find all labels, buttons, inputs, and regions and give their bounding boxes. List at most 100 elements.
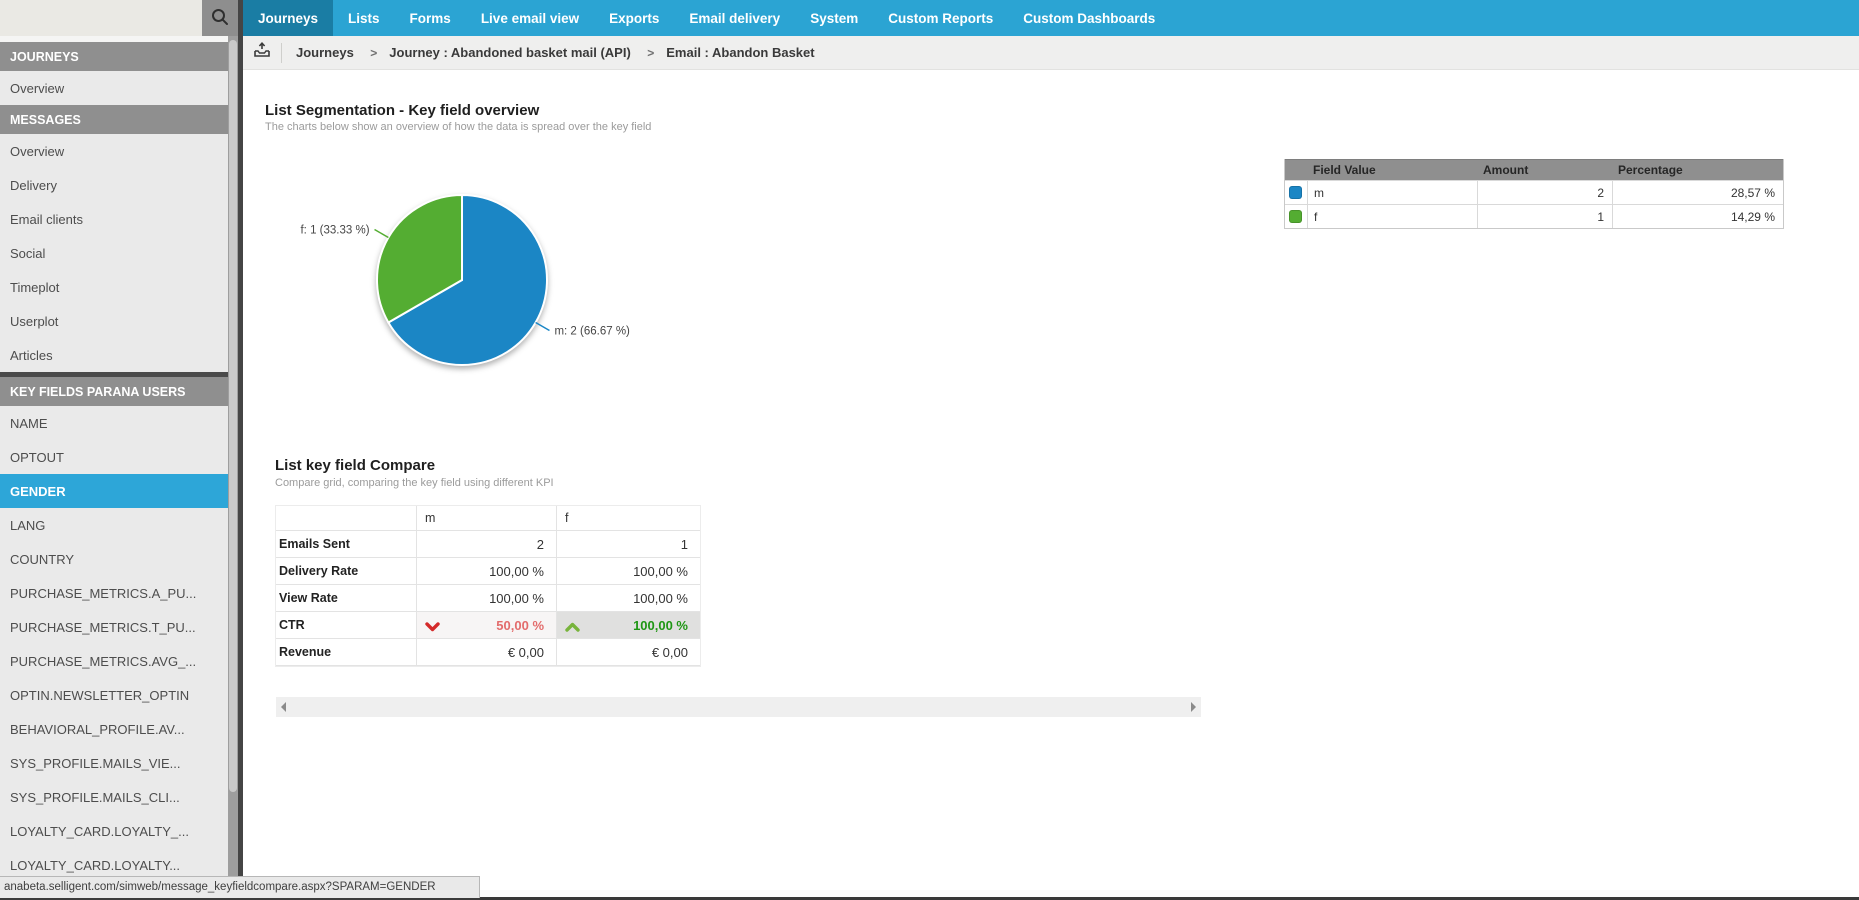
scroll-left-arrow-icon[interactable] — [281, 702, 286, 712]
breadcrumb-item[interactable]: Journey : Abandoned basket mail (API) — [389, 44, 631, 60]
sidebar-item[interactable]: LANG — [10, 517, 46, 533]
compare-table-row: View Rate 100,00 % — [276, 585, 700, 612]
kpi-value-m: 50,00 % — [416, 612, 556, 638]
nav-item[interactable]: Exports — [609, 10, 660, 26]
trend-up-icon — [565, 620, 580, 632]
field-table-header-field: Field Value — [1313, 163, 1376, 177]
breadcrumb-separator: > — [647, 45, 655, 60]
sidebar-item[interactable]: LOYALTY_CARD.LOYALTY... — [10, 857, 181, 873]
search-icon — [210, 7, 230, 30]
sidebar-top-strip — [0, 36, 228, 42]
breadcrumb-item[interactable]: Email : Abandon Basket — [666, 44, 815, 60]
kpi-value-f: 100,00 % — [556, 558, 700, 584]
sidebar-item[interactable]: MESSAGES — [0, 105, 228, 134]
sidebar-item[interactable]: SYS_PROFILE.MAILS_CLI... — [10, 789, 180, 805]
home-button[interactable] — [243, 36, 281, 70]
sidebar-item[interactable]: LOYALTY_CARD.LOYALTY_... — [10, 823, 189, 839]
kpi-value-m: 2 — [416, 531, 556, 557]
breadcrumb-separator: > — [370, 45, 378, 60]
main-content: Journeys > Journey : Abandoned basket ma… — [243, 36, 1859, 897]
nav-item[interactable]: Forms — [409, 10, 451, 26]
sidebar-item[interactable]: Email clients — [10, 211, 83, 227]
segmentation-title: List Segmentation - Key field overview — [265, 102, 540, 119]
pie-slice-m[interactable] — [387, 193, 548, 366]
compare-col-m: m — [416, 506, 556, 530]
percentage-cell: 14,29 % — [1612, 205, 1783, 228]
sidebar-item[interactable]: OPTIN.NEWSLETTER_OPTIN — [10, 687, 190, 703]
sidebar-content-divider — [238, 0, 243, 897]
sidebar-scrollbar-thumb[interactable] — [229, 40, 237, 792]
field-table-header-amount: Amount — [1483, 163, 1529, 177]
sidebar-item[interactable]: PURCHASE_METRICS.AVG_... — [10, 653, 197, 669]
kpi-value-f: 1 — [556, 531, 700, 557]
main-nav: Journeys Lists Forms Live email view Exp… — [243, 0, 1859, 36]
kpi-value-f: 100,00 % — [556, 612, 700, 638]
pie-slice-label: f: 1 (33.33 %) — [300, 225, 369, 237]
sidebar-item[interactable]: PURCHASE_METRICS.A_PU... — [10, 585, 197, 601]
home-tray-icon — [253, 42, 271, 63]
kpi-value-m: € 0,00 — [416, 639, 556, 665]
percentage-cell: 28,57 % — [1612, 181, 1783, 204]
kpi-label: Delivery Rate — [279, 564, 359, 578]
sidebar-scrollbar[interactable] — [228, 36, 238, 876]
field-table-header-percentage: Percentage — [1618, 163, 1683, 177]
nav-item[interactable]: System — [810, 10, 859, 26]
kpi-value-m: 100,00 % — [416, 558, 556, 584]
pie-label-connector — [535, 321, 550, 332]
compare-col-f: f — [556, 506, 700, 530]
sidebar-item[interactable]: PURCHASE_METRICS.T_PU... — [10, 619, 196, 635]
breadcrumb-divider — [281, 42, 282, 63]
sidebar-item[interactable]: Articles — [10, 347, 53, 363]
nav-item[interactable]: Email delivery — [689, 10, 781, 26]
legend-swatch — [1289, 186, 1302, 199]
amount-cell: 2 — [1477, 181, 1612, 204]
pie-slice-f[interactable] — [376, 193, 463, 324]
kpi-label: Revenue — [279, 645, 332, 659]
sidebar-item[interactable]: OPTOUT — [10, 449, 64, 465]
field-value-table: Field Value Amount Percentage m 2 28,57 … — [1284, 159, 1784, 229]
scroll-right-arrow-icon[interactable] — [1191, 702, 1196, 712]
kpi-value-f: € 0,00 — [556, 639, 700, 665]
compare-table-row: Delivery Rate 100,00 % — [276, 558, 700, 585]
nav-item[interactable]: Custom Dashboards — [1023, 10, 1156, 26]
kpi-value-m: 100,00 % — [416, 585, 556, 611]
status-url-tooltip: anabeta.selligent.com/simweb/message_key… — [0, 876, 480, 898]
field-value-cell: f — [1307, 205, 1477, 228]
segmentation-subtitle: The charts below show an overview of how… — [265, 121, 652, 133]
compare-table-row: Revenue € 0,00 — [276, 639, 700, 666]
kpi-label: Emails Sent — [279, 537, 350, 551]
sidebar-item[interactable]: GENDER — [0, 474, 228, 508]
breadcrumb-item[interactable]: Journeys — [296, 44, 354, 60]
nav-item[interactable]: Custom Reports — [888, 10, 994, 26]
kpi-value-f: 100,00 % — [556, 585, 700, 611]
pie-chart[interactable]: m: 2 (66.67 %) f: 1 (33.33 %) — [243, 146, 943, 406]
nav-item[interactable]: Live email view — [480, 10, 580, 26]
amount-cell: 1 — [1477, 205, 1612, 228]
sidebar-item[interactable]: Overview — [10, 143, 65, 159]
legend-swatch — [1289, 210, 1302, 223]
sidebar-item[interactable]: COUNTRY — [10, 551, 75, 567]
compare-table-header: m f — [276, 506, 700, 531]
sidebar-item[interactable]: Timeplot — [10, 279, 60, 295]
sidebar-item[interactable]: Social — [10, 245, 46, 261]
breadcrumb: Journeys > Journey : Abandoned basket ma… — [243, 36, 1859, 70]
kpi-label: View Rate — [279, 591, 338, 605]
search-input[interactable] — [0, 0, 202, 36]
compare-subtitle: Compare grid, comparing the key field us… — [275, 477, 554, 489]
kpi-label: CTR — [279, 618, 305, 632]
horizontal-scrollbar[interactable] — [276, 697, 1201, 717]
sidebar-item[interactable]: Delivery — [10, 177, 57, 193]
sidebar-item[interactable]: Userplot — [10, 313, 59, 329]
sidebar-item[interactable]: NAME — [10, 415, 48, 431]
sidebar-item[interactable]: BEHAVIORAL_PROFILE.AV... — [10, 721, 185, 737]
sidebar-item[interactable]: Overview — [10, 80, 65, 96]
search-button[interactable] — [202, 0, 238, 36]
nav-item[interactable]: Journeys — [243, 0, 334, 36]
sidebar-item[interactable]: KEY FIELDS PARANA USERS — [0, 372, 228, 406]
sidebar-item[interactable]: JOURNEYS — [0, 42, 228, 71]
pie-slice-label: m: 2 (66.67 %) — [554, 326, 630, 338]
window-bottom-edge — [0, 897, 1859, 900]
nav-item[interactable]: Lists — [348, 10, 380, 26]
sidebar-item[interactable]: SYS_PROFILE.MAILS_VIE... — [10, 755, 181, 771]
